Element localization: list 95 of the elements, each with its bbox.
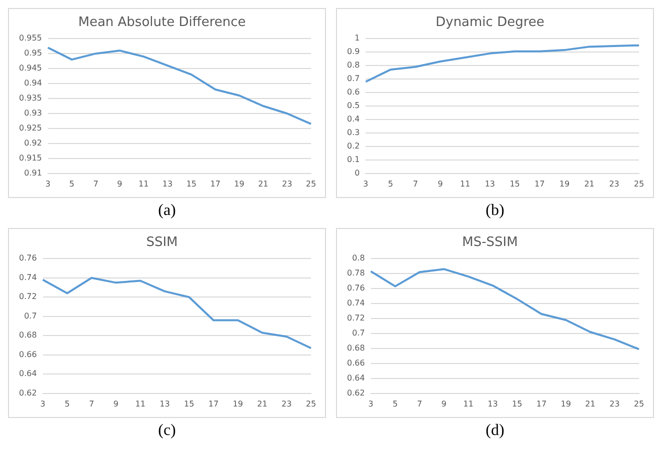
y-tick-label: 0.62 (19, 388, 37, 398)
x-tick-label: 23 (610, 399, 620, 408)
x-tick-label: 19 (234, 179, 244, 188)
x-tick-label: 17 (536, 399, 547, 408)
x-tick-label: 5 (64, 399, 70, 408)
y-tick-label: 0.925 (18, 124, 42, 133)
x-tick-label: 7 (412, 179, 418, 188)
x-tick-label: 13 (488, 399, 498, 408)
x-tick-label: 25 (634, 399, 644, 408)
x-tick-label: 21 (257, 399, 268, 408)
x-tick-label: 23 (282, 179, 292, 188)
y-tick-label: 0.7 (346, 74, 360, 84)
x-tick-label: 17 (210, 179, 220, 188)
y-tick-label: 0.66 (347, 358, 365, 368)
x-tick-label: 17 (534, 179, 545, 188)
x-tick-label: 5 (388, 179, 394, 188)
y-tick-label: 0.76 (347, 284, 365, 293)
x-tick-label: 25 (306, 179, 316, 188)
y-tick-label: 0.94 (24, 78, 42, 88)
y-tick-label: 0.64 (19, 369, 37, 378)
y-tick-label: 0.74 (347, 298, 365, 308)
x-tick-label: 19 (232, 399, 243, 408)
x-tick-label: 11 (463, 399, 474, 408)
chart-title: Dynamic Degree (436, 15, 544, 30)
x-tick-label: 9 (117, 179, 122, 188)
x-tick-label: 11 (135, 399, 146, 408)
y-tick-label: 0.74 (19, 272, 37, 282)
x-tick-label: 3 (368, 399, 374, 408)
chart-title: Mean Absolute Difference (78, 15, 246, 30)
x-tick-label: 9 (113, 399, 118, 408)
y-tick-label: 0.72 (347, 314, 365, 323)
x-tick-label: 19 (560, 399, 571, 408)
x-tick-label: 7 (89, 399, 94, 408)
y-tick-label: 0.3 (346, 128, 360, 138)
x-tick-label: 11 (460, 179, 470, 188)
text: (c) (157, 422, 177, 441)
x-tick-label: 15 (512, 399, 522, 408)
y-tick-label: 1 (354, 34, 360, 43)
x-tick-label: 13 (484, 179, 496, 188)
x-tick-label: 5 (69, 179, 74, 188)
y-tick-label: 0.4 (346, 114, 360, 124)
x-tick-label: 9 (441, 399, 446, 408)
y-tick-label: 0.955 (18, 34, 42, 43)
y-tick-label: 0.8 (352, 254, 365, 263)
x-tick-label: 21 (585, 399, 596, 408)
x-tick-label: 23 (282, 399, 292, 408)
x-tick-label: 5 (392, 399, 398, 408)
x-tick-label: 17 (208, 399, 219, 408)
x-tick-label: 25 (306, 399, 316, 408)
x-tick-label: 23 (609, 179, 620, 188)
x-tick-label: 9 (438, 179, 443, 188)
y-tick-label: 0.68 (347, 344, 365, 353)
y-tick-label: 0.66 (19, 350, 37, 359)
x-tick-label: 25 (634, 179, 644, 188)
y-tick-label: 0.1 (346, 155, 360, 164)
x-tick-label: 13 (162, 179, 173, 188)
x-tick-label: 7 (417, 399, 422, 408)
y-tick-label: 0.935 (18, 94, 42, 103)
y-tick-label: 0.945 (18, 64, 42, 73)
x-tick-label: 15 (510, 179, 520, 188)
x-tick-label: 19 (559, 179, 570, 188)
y-tick-label: 0 (354, 168, 360, 178)
y-tick-label: 0.92 (24, 138, 42, 148)
y-tick-label: 0.5 (346, 101, 360, 110)
x-tick-label: 3 (363, 179, 368, 188)
y-tick-label: 0.7 (24, 311, 37, 320)
text: (d) (484, 422, 506, 441)
x-tick-label: 3 (40, 399, 46, 408)
y-tick-label: 0.76 (19, 254, 37, 263)
y-tick-label: 0.78 (347, 268, 365, 278)
x-tick-label: 15 (184, 399, 194, 408)
y-tick-label: 0.95 (24, 48, 42, 58)
x-tick-label: 11 (138, 179, 149, 188)
chart-title: MS-SSIM (462, 235, 518, 250)
y-tick-label: 0.7 (352, 328, 365, 338)
x-tick-label: 21 (584, 179, 594, 188)
y-tick-label: 0.62 (347, 388, 365, 398)
x-tick-label: 3 (45, 179, 50, 188)
y-tick-label: 0.8 (346, 60, 360, 70)
chart-title: SSIM (146, 235, 178, 250)
y-tick-label: 0.64 (347, 374, 365, 382)
y-tick-label: 0.6 (346, 88, 360, 97)
y-tick-label: 0.72 (19, 292, 37, 302)
y-tick-label: 0.91 (24, 168, 42, 178)
y-tick-label: 0.93 (24, 108, 42, 118)
text: (a) (157, 202, 177, 221)
x-tick-label: 13 (160, 399, 170, 408)
x-tick-label: 7 (93, 179, 98, 188)
x-tick-label: 21 (258, 179, 268, 188)
x-tick-label: 15 (186, 179, 197, 188)
y-tick-label: 0.68 (19, 330, 37, 340)
text: (b) (484, 202, 506, 221)
y-tick-label: 0.915 (18, 154, 42, 162)
y-tick-label: 0.9 (346, 47, 360, 56)
y-tick-label: 0.2 (346, 142, 360, 151)
